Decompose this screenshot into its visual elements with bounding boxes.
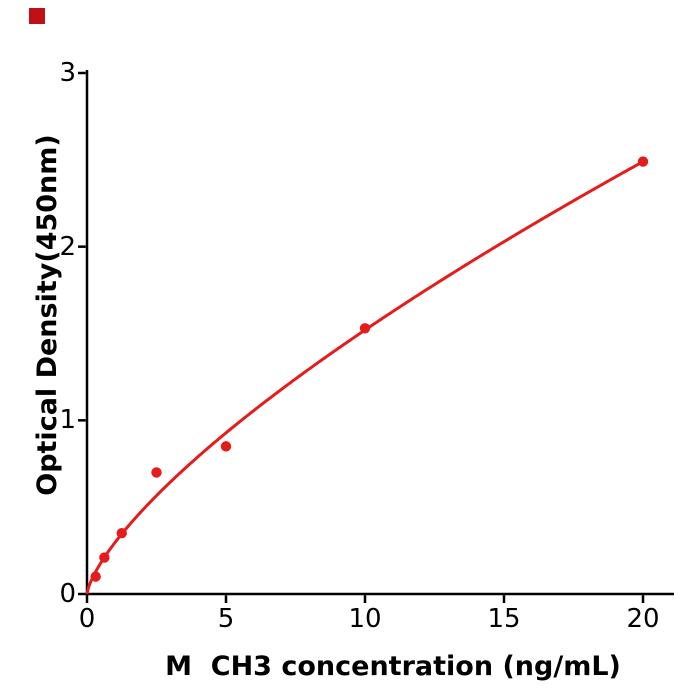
y-tick-label: 1 — [59, 405, 76, 436]
x-tick-label: 5 — [217, 604, 235, 634]
x-tick-label: 15 — [487, 604, 521, 634]
data-point — [99, 552, 110, 563]
y-axis-title: Optical Density(450nm) — [32, 134, 63, 496]
data-point — [116, 528, 127, 539]
x-tick-label: 10 — [348, 604, 382, 634]
x-tick-label: 20 — [626, 604, 660, 634]
y-tick-label: 2 — [59, 231, 76, 262]
data-point — [151, 467, 162, 478]
data-point — [637, 156, 649, 167]
y-tick-label: 3 — [59, 57, 76, 88]
data-point — [90, 571, 101, 582]
x-tick-label: 0 — [78, 604, 96, 634]
fit-curve — [85, 160, 644, 595]
y-tick-label: 0 — [59, 579, 76, 609]
data-point — [220, 441, 232, 452]
x-axis-title: M CH3 concentration (ng/mL) — [165, 651, 621, 682]
data-point — [359, 323, 371, 334]
corner-logo-mark — [29, 8, 45, 24]
